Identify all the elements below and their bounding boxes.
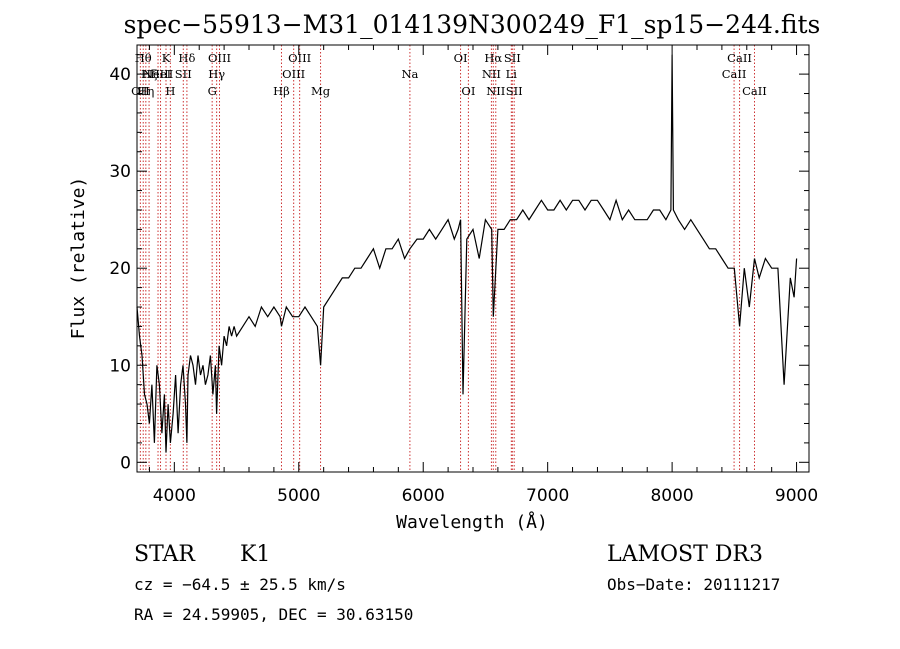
object-subclass: K1 — [240, 542, 270, 567]
x-tick-label: 7000 — [526, 486, 569, 506]
y-tick-label: 40 — [109, 65, 131, 85]
spectral-line-label: OIII — [208, 51, 231, 65]
spectral-line-label: Mg — [311, 84, 331, 98]
obs-date-text: Obs−Date: 20111217 — [607, 575, 780, 594]
x-tick-label: 5000 — [277, 486, 320, 506]
spectral-line-label: H — [165, 84, 175, 98]
spectral-line-label: SII — [506, 84, 523, 98]
spectral-line-label: SII — [175, 67, 192, 81]
spectral-line-label: K — [162, 51, 171, 65]
y-axis-label: Flux (relative) — [68, 177, 89, 340]
spectral-line-label: Hβ — [273, 84, 290, 98]
coordinates-text: RA = 24.59905, DEC = 30.63150 — [134, 605, 413, 624]
y-axis-ticks: 0 10 20 30 40 — [109, 54, 809, 473]
spectral-line-label: Hζ — [141, 67, 157, 81]
y-tick-label: 10 — [109, 356, 131, 376]
spectral-line-label: NII — [486, 84, 505, 98]
spectral-line-label: Hη — [137, 84, 154, 98]
spectral-line-label: OIII — [288, 51, 311, 65]
spectral-line-label: SII — [504, 51, 521, 65]
spectral-line-label: Hδ — [178, 51, 195, 65]
y-tick-label: 20 — [109, 259, 131, 279]
spectral-line-label: CaII — [722, 67, 747, 81]
spectral-line-label: NeIII — [143, 67, 174, 81]
spectral-line-label: Hγ — [208, 67, 225, 81]
spectral-line-label: OI — [461, 84, 475, 98]
chart-title: spec−55913−M31_014139N300249_F1_sp15−244… — [124, 10, 821, 39]
spectral-line-label: Li — [506, 67, 518, 81]
spectral-line-label: OII — [131, 84, 150, 98]
spectral-line-label: CaII — [742, 84, 767, 98]
spectral-line-markers — [139, 45, 755, 472]
y-tick-label: 30 — [109, 162, 131, 182]
spectral-line-label: CaII — [727, 51, 752, 65]
spectral-line-label: Hα — [484, 51, 502, 65]
spectral-line-label: OIII — [282, 67, 305, 81]
spectral-line-label: OI — [454, 51, 468, 65]
redshift-text: cz = −64.5 ± 25.5 km/s — [134, 575, 346, 594]
spectral-line-label: G — [208, 84, 217, 98]
x-axis-ticks: 4000 5000 6000 7000 8000 9000 — [148, 45, 818, 506]
x-tick-label: 4000 — [153, 486, 196, 506]
spectral-line-label: HeI — [150, 67, 171, 81]
x-tick-label: 9000 — [775, 486, 818, 506]
x-tick-label: 6000 — [402, 486, 445, 506]
object-class: STAR — [134, 542, 196, 567]
spectral-line-label: Na — [401, 67, 418, 81]
survey-name: LAMOST DR3 — [607, 542, 763, 567]
spectrum-series-line — [136, 54, 798, 453]
y-tick-label: 0 — [120, 453, 131, 473]
spectral-line-label: NII — [482, 67, 501, 81]
x-tick-label: 8000 — [650, 486, 693, 506]
x-axis-label: Wavelength (Å) — [396, 511, 548, 533]
